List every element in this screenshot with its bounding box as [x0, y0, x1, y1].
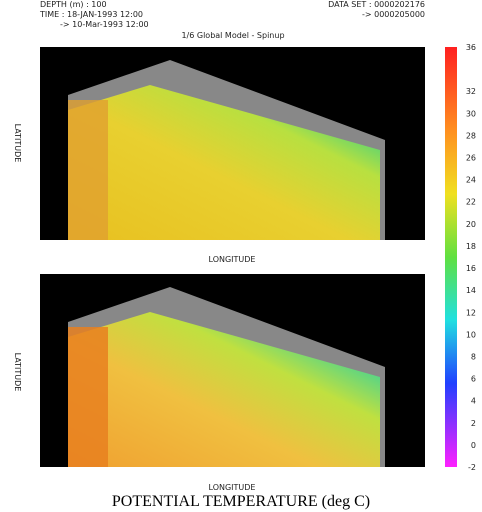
colorbar-tick-label: 2 — [471, 419, 476, 428]
panel-1: LATITUDE LONGITUDE — [13, 47, 425, 264]
dataset-end: -> 0000205000 — [362, 10, 425, 19]
time: TIME : 18-JAN-1993 12:00 — [39, 10, 143, 19]
colorbar-tick-label: 10 — [466, 330, 476, 339]
colorbar-tick-label: 6 — [471, 375, 476, 384]
y-axis-label: LATITUDE — [13, 353, 22, 392]
colorbar-tick-label: -2 — [468, 463, 476, 472]
time-end: -> 10-Mar-1993 12:00 — [60, 20, 149, 29]
colorbar-tick-label: 30 — [466, 109, 476, 118]
colorbar-tick-label: 16 — [466, 264, 476, 273]
colorbar — [445, 47, 457, 467]
y-axis-label: LATITUDE — [13, 124, 22, 163]
colorbar-tick-label: 18 — [466, 242, 476, 251]
colorbar-tick-label: 32 — [466, 87, 476, 96]
panel-2: LATITUDE LONGITUDE — [13, 274, 425, 492]
colorbar-tick-label: 28 — [466, 131, 476, 140]
colorbar-tick-label: 36 — [466, 43, 476, 52]
dataset: DATA SET : 0000202176 — [328, 0, 425, 9]
footer-title: POTENTIAL TEMPERATURE (deg C) — [112, 493, 370, 510]
colorbar-tick-label: 26 — [466, 154, 476, 163]
colorbar-tick-label: 22 — [466, 198, 476, 207]
model: 1/6 Global Model - Spinup — [181, 31, 284, 40]
colorbar-tick-label: 24 — [466, 176, 476, 185]
colorbar-tick-label: 20 — [466, 220, 476, 229]
depth: DEPTH (m) : 100 — [40, 0, 107, 9]
colorbar-tick-label: 4 — [471, 397, 476, 406]
colorbar-tick-label: 0 — [471, 441, 476, 450]
colorbar-tick-label: 12 — [466, 308, 476, 317]
x-axis-label: LONGITUDE — [209, 483, 256, 492]
x-axis-label: LONGITUDE — [209, 255, 256, 264]
colorbar-tick-label: 14 — [466, 286, 476, 295]
colorbar-tick-label: 8 — [471, 352, 476, 361]
